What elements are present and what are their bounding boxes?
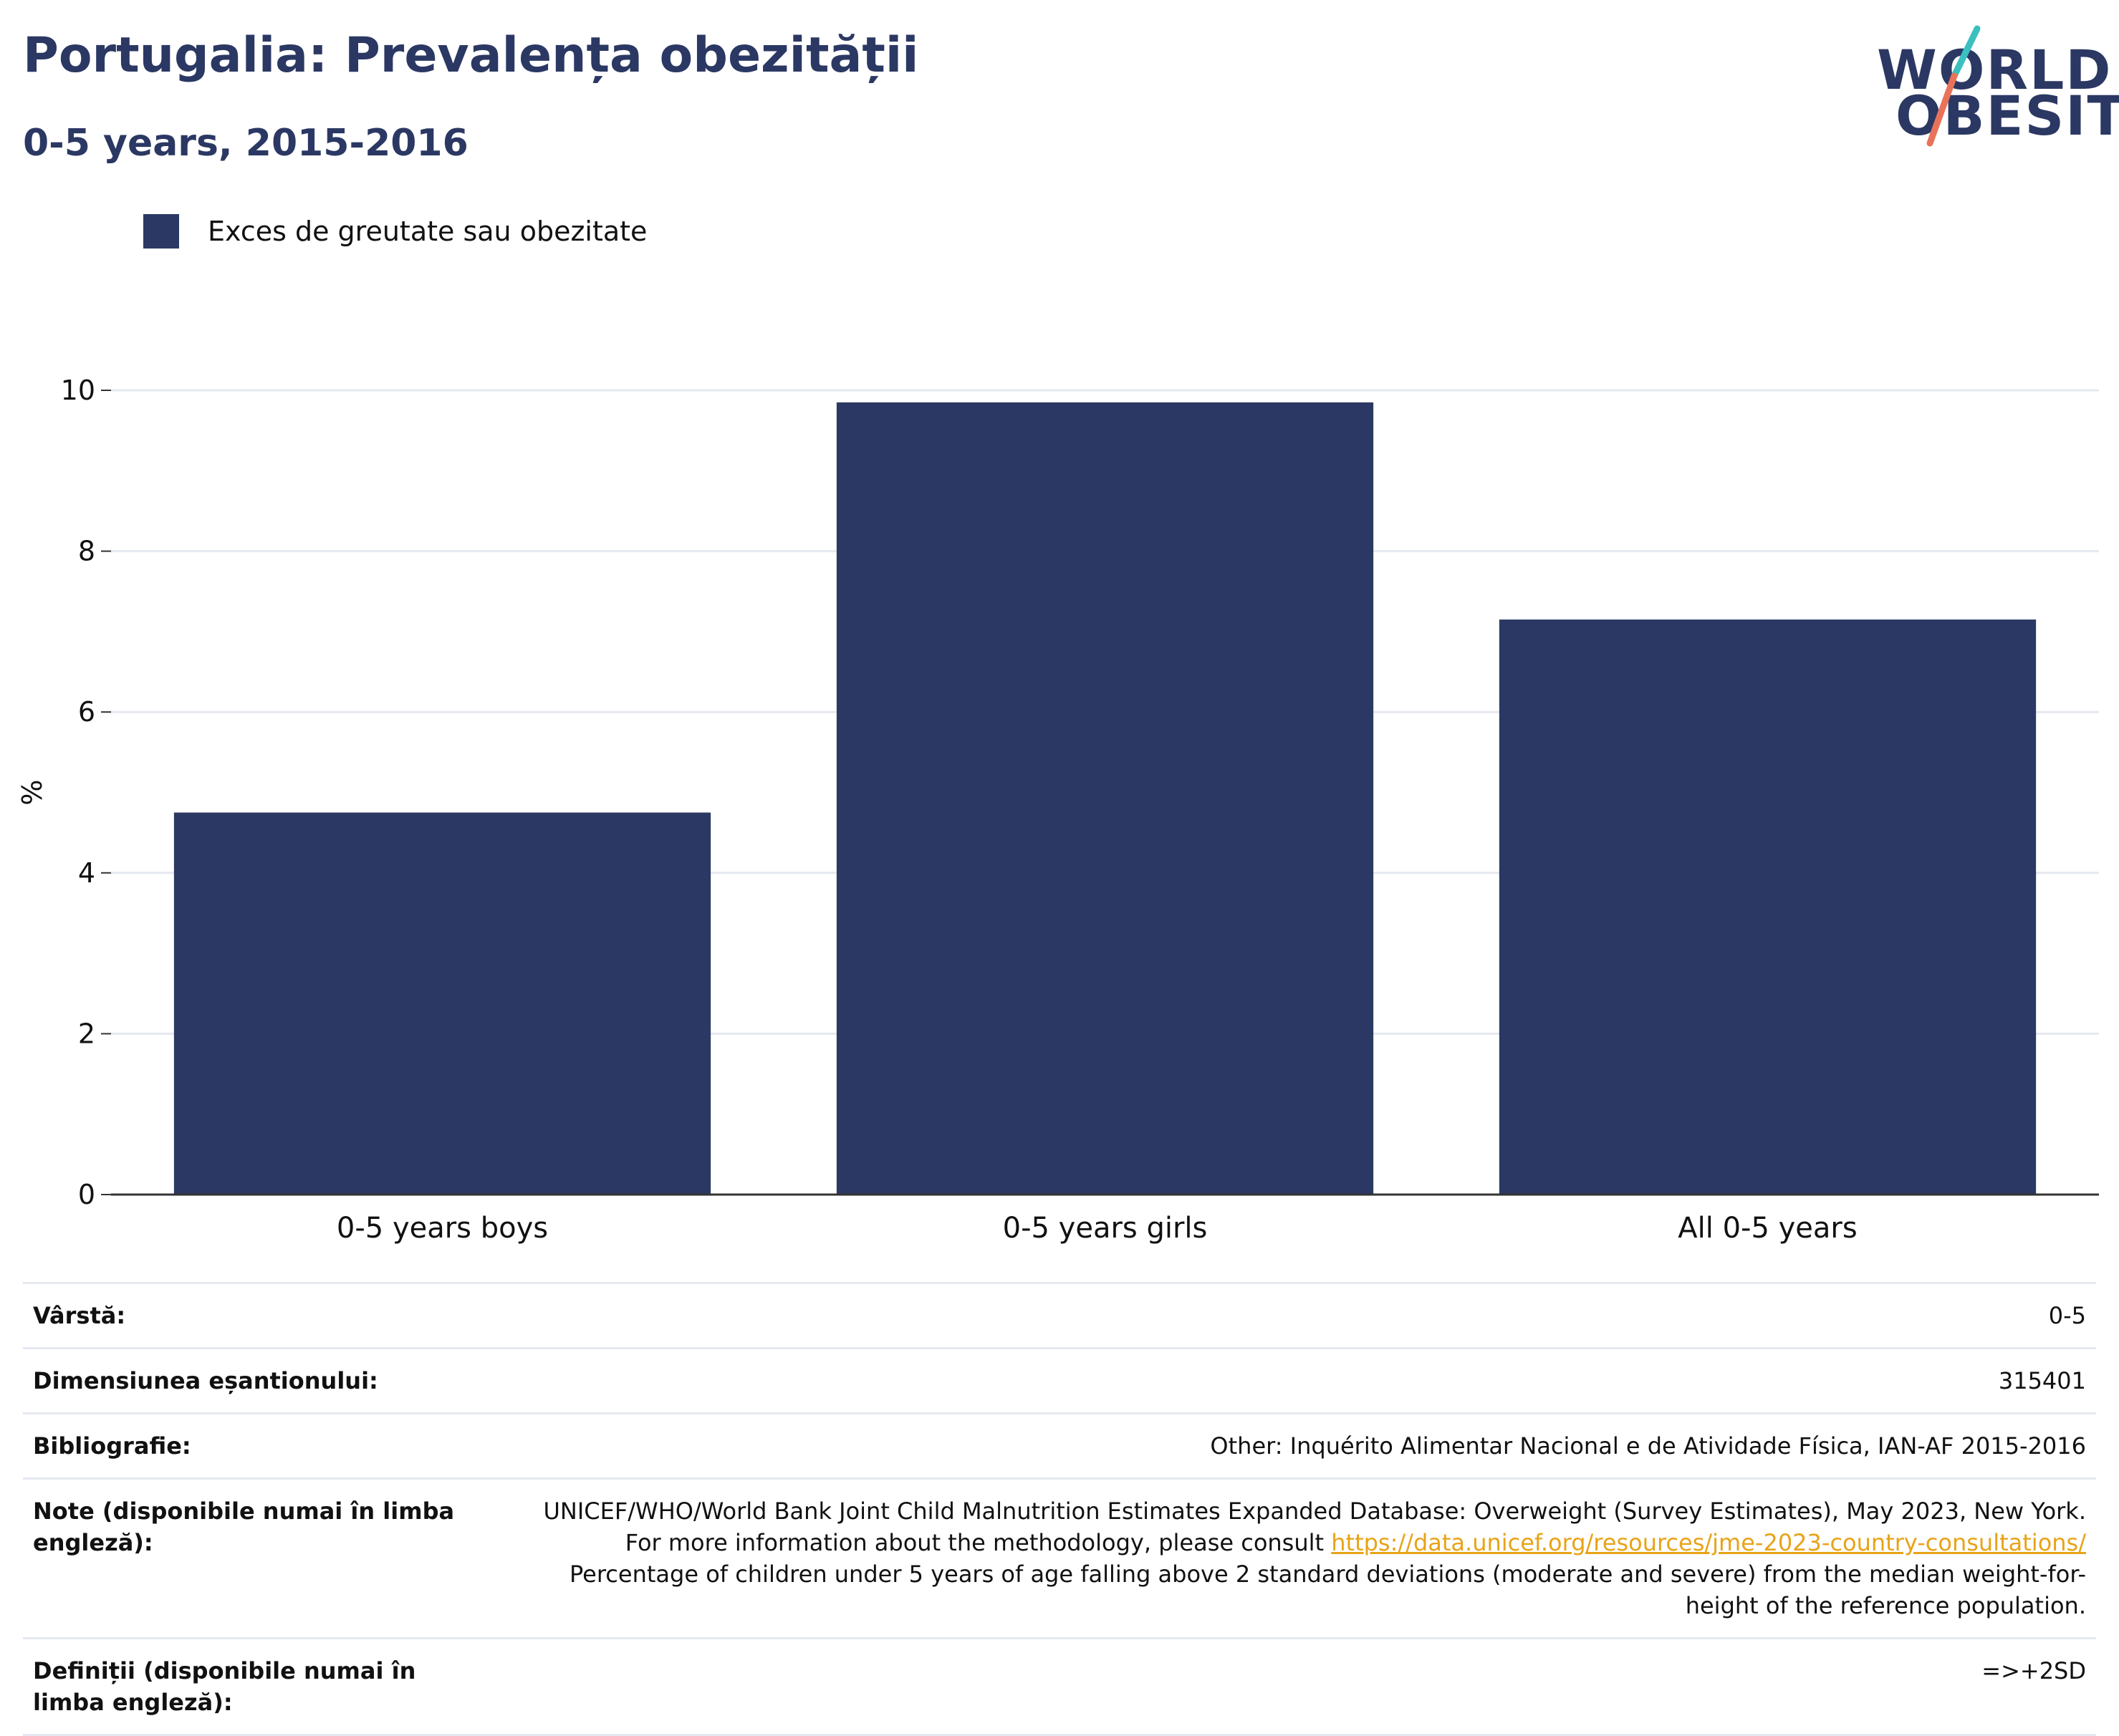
bar-chart: 0 2 4 6 8 10 0-5 years boys 0-5 years girls All … bbox=[16, 375, 2099, 1245]
y-axis-label: % bbox=[16, 779, 48, 805]
info-label: Dimensiunea eșantionului: bbox=[23, 1347, 501, 1414]
bar-0-5-years-boys[interactable] bbox=[173, 812, 711, 1195]
legend-label: Exces de greutate sau obezitate bbox=[208, 216, 648, 247]
info-value: 315401 bbox=[501, 1347, 2096, 1414]
y-tick-label: 6 bbox=[78, 696, 95, 728]
y-tick-label: 10 bbox=[61, 375, 95, 406]
logo-line-1: WORLD bbox=[1877, 38, 2113, 102]
info-row-bibliography: Bibliografie: Other: Inquérito Alimentar… bbox=[23, 1412, 2096, 1479]
chart-title: Portugalia: Prevalența obezității bbox=[23, 27, 919, 84]
info-row-age: Vârstă: 0-5 bbox=[23, 1282, 2096, 1349]
y-tick-label: 8 bbox=[78, 536, 95, 567]
info-label: Note (disponibile numai în limba engleză… bbox=[23, 1477, 501, 1639]
y-tick-label: 0 bbox=[78, 1179, 95, 1210]
x-tick-label: All 0-5 years bbox=[1678, 1212, 1857, 1245]
bars bbox=[173, 402, 2037, 1195]
chart-subtitle: 0-5 years, 2015-2016 bbox=[23, 122, 469, 165]
info-label: Bibliografie: bbox=[23, 1412, 501, 1479]
logo-slash-icon bbox=[1926, 25, 1981, 147]
info-row-notes: Note (disponibile numai în limba engleză… bbox=[23, 1477, 2096, 1639]
x-tick-label: 0-5 years boys bbox=[337, 1212, 548, 1245]
methodology-link[interactable]: https://data.unicef.org/resources/jme-20… bbox=[1331, 1529, 2086, 1556]
notes-text-after: Percentage of children under 5 years of … bbox=[570, 1561, 2086, 1619]
info-row-definitions: Definiții (disponibile numai în limba en… bbox=[23, 1637, 2096, 1736]
info-value: =>+2SD bbox=[501, 1637, 2096, 1736]
notes-text-before: UNICEF/WHO/World Bank Joint Child Malnut… bbox=[543, 1498, 2087, 1556]
info-label: Definiții (disponibile numai în limba en… bbox=[23, 1637, 501, 1736]
world-obesity-logo: WORLD OBESITY bbox=[1870, 21, 2119, 150]
info-table: Vârstă: 0-5 Dimensiunea eșantionului: 31… bbox=[23, 1282, 2096, 1736]
info-row-sample-size: Dimensiunea eșantionului: 315401 bbox=[23, 1347, 2096, 1414]
info-label: Vârstă: bbox=[23, 1282, 501, 1349]
info-value: 0-5 bbox=[501, 1282, 2096, 1349]
y-tick-label: 2 bbox=[78, 1018, 95, 1049]
notes-value: UNICEF/WHO/World Bank Joint Child Malnut… bbox=[501, 1477, 2096, 1639]
bar-all-0-5-years[interactable] bbox=[1499, 619, 2037, 1195]
axes: 0 2 4 6 8 10 0-5 years boys 0-5 years girls All … bbox=[61, 375, 2099, 1245]
info-value: Other: Inquérito Alimentar Nacional e de… bbox=[501, 1412, 2096, 1479]
chart-legend: Exces de greutate sau obezitate bbox=[143, 213, 647, 249]
legend-swatch bbox=[143, 214, 179, 249]
x-tick-label: 0-5 years girls bbox=[1003, 1212, 1208, 1245]
bar-0-5-years-girls[interactable] bbox=[836, 402, 1374, 1195]
y-tick-label: 4 bbox=[78, 857, 95, 889]
